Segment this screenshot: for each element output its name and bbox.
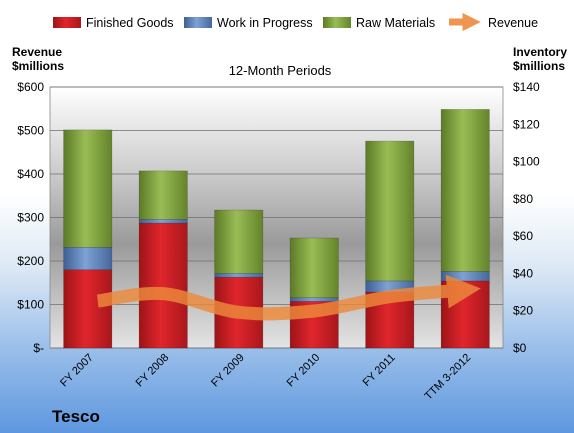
- right-tick-label: $0: [513, 341, 527, 355]
- bar-work-in-progress-fy-2010: [289, 297, 339, 302]
- legend-label-finished-goods: Finished Goods: [86, 16, 174, 30]
- bar-raw-materials-ttm-3-2012: [440, 109, 490, 272]
- legend-swatch-finished-goods: [53, 17, 81, 28]
- legend-label-raw-materials: Raw Materials: [356, 16, 435, 30]
- x-tick-label: TTM 3-2012: [423, 352, 474, 403]
- bar-work-in-progress-fy-2008: [138, 219, 188, 224]
- right-tick-label: $120: [513, 117, 540, 131]
- x-tick-label: FY 2007: [58, 352, 96, 390]
- bar-finished-goods-fy-2008: [138, 222, 188, 349]
- right-tick-label: $100: [513, 155, 540, 169]
- left-tick-label: $500: [17, 124, 44, 138]
- bar-work-in-progress-ttm-3-2012: [440, 271, 490, 282]
- left-axis-title-line1: Revenue: [12, 45, 62, 59]
- x-tick-label: FY 2010: [285, 352, 323, 390]
- right-tick-label: $60: [513, 229, 533, 243]
- x-axis-ticks: FY 2007 FY 2008 FY 2009 FY 2010 FY 2011 TTM 3…: [58, 352, 473, 403]
- right-tick-label: $80: [513, 192, 533, 206]
- x-tick-label: FY 2008: [134, 352, 172, 390]
- bar-raw-materials-fy-2008: [138, 170, 188, 220]
- chart-subtitle: 12-Month Periods: [229, 63, 332, 78]
- legend-swatch-raw-materials: [323, 17, 351, 28]
- legend: Finished Goods Work in Progress Raw Mate…: [53, 12, 538, 32]
- legend-item-raw-materials: Raw Materials: [323, 16, 435, 30]
- right-tick-label: $40: [513, 266, 533, 280]
- right-tick-label: $20: [513, 304, 533, 318]
- legend-item-revenue: Revenue: [449, 12, 538, 32]
- legend-swatch-work-in-progress: [184, 17, 212, 28]
- left-tick-label: $300: [17, 211, 44, 225]
- left-axis-ticks: $- $100 $200 $300 $400 $500 $600: [17, 80, 44, 355]
- bar-raw-materials-fy-2010: [289, 237, 339, 298]
- left-tick-label: $-: [33, 341, 44, 355]
- left-tick-label: $200: [17, 254, 44, 268]
- bar-finished-goods-fy-2007: [63, 269, 113, 349]
- left-tick-label: $600: [17, 80, 44, 94]
- left-tick-label: $100: [17, 298, 44, 312]
- bar-work-in-progress-fy-2009: [214, 273, 264, 278]
- bar-work-in-progress-fy-2007: [63, 247, 113, 270]
- right-axis-title-line2: $millions: [513, 59, 565, 73]
- left-tick-label: $400: [17, 167, 44, 181]
- bar-raw-materials-fy-2009: [214, 209, 264, 274]
- x-tick-label: FY 2009: [209, 352, 247, 390]
- legend-item-work-in-progress: Work in Progress: [184, 16, 313, 30]
- grid-lines: [50, 86, 503, 349]
- right-tick-label: $140: [513, 80, 540, 94]
- company-name: Tesco: [52, 407, 100, 426]
- bars: [63, 109, 490, 349]
- legend-item-finished-goods: Finished Goods: [53, 16, 174, 30]
- right-axis-title-line1: Inventory: [513, 45, 567, 59]
- legend-label-work-in-progress: Work in Progress: [217, 16, 313, 30]
- right-axis-ticks: $0 $20 $40 $60 $80 $100 $120 $140: [513, 80, 540, 355]
- x-tick-label: FY 2011: [361, 352, 398, 389]
- left-axis-title-line2: $millions: [12, 59, 64, 73]
- bar-raw-materials-fy-2011: [365, 140, 415, 282]
- bar-raw-materials-fy-2007: [63, 129, 113, 248]
- legend-label-revenue: Revenue: [488, 16, 538, 30]
- revenue-line: [96, 274, 481, 321]
